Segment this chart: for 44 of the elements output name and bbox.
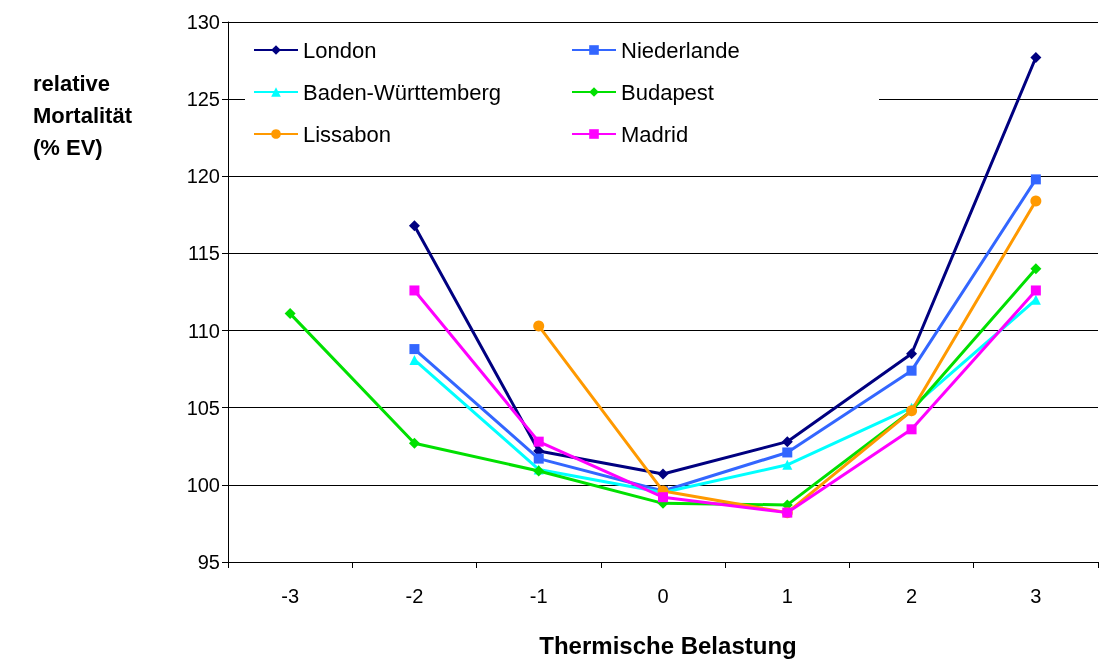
point: [533, 453, 544, 464]
point: [782, 447, 793, 458]
point: [657, 468, 669, 480]
point: [1030, 195, 1042, 207]
point: [906, 424, 917, 435]
point: [1030, 51, 1042, 63]
y-tick-label: 125: [186, 88, 220, 111]
point: [1030, 174, 1041, 185]
y-tick-label: 120: [186, 165, 220, 188]
point: [284, 308, 296, 320]
y-tick-label: 100: [186, 473, 220, 496]
y-tick-label: 105: [186, 396, 220, 419]
x-tick-label: 3: [1030, 585, 1042, 607]
legend-label: Baden-Württemberg: [303, 79, 502, 105]
x-axis-title: Thermische Belastung: [539, 631, 797, 659]
y-axis-title: relative Mortalität (% EV): [33, 70, 139, 160]
x-tick-label: 0: [657, 585, 669, 607]
y-tick-label: 110: [188, 319, 220, 342]
point: [658, 492, 668, 503]
point: [408, 220, 420, 232]
point: [409, 344, 420, 355]
point: [533, 436, 544, 447]
point: [781, 436, 793, 448]
x-tick-label: -2: [405, 585, 424, 607]
point: [408, 437, 420, 449]
point: [1030, 285, 1041, 296]
y-tick-label: 115: [188, 242, 220, 265]
legend-label: Niederlande: [621, 37, 740, 63]
y-tick-label: 130: [186, 11, 220, 33]
point: [1030, 263, 1042, 275]
point: [906, 348, 918, 360]
point: [906, 365, 917, 376]
x-tick-label: 1: [781, 585, 793, 607]
point: [533, 320, 545, 332]
x-tick-label: -3: [281, 585, 300, 607]
legend-label: Lissabon: [303, 121, 392, 147]
y-tick-label: 95: [197, 551, 220, 573]
x-tick-label: -1: [529, 585, 548, 607]
legend-label: Madrid: [621, 121, 689, 147]
x-tick-label: 2: [906, 585, 918, 607]
legend-label: London: [303, 37, 377, 63]
point: [409, 285, 420, 296]
point: [782, 459, 793, 470]
legend-label: Budapest: [621, 79, 714, 105]
